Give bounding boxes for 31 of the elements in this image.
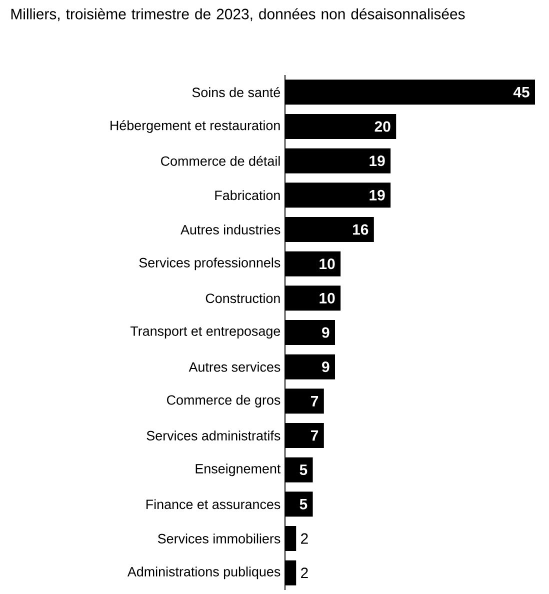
- y-tick-label: Hébergement et restauration: [110, 120, 280, 133]
- y-tick-label: Services administratifs: [146, 430, 280, 440]
- data-label: 20: [374, 121, 390, 132]
- y-tick-label: Construction: [206, 293, 280, 304]
- data-label: 9: [322, 362, 330, 372]
- data-label: 7: [311, 430, 318, 441]
- y-tick-label: Services immobiliers: [158, 534, 280, 544]
- data-label: 7: [311, 396, 318, 406]
- chart-title: Milliers, troisième trimestre de 2023, données non désaisonnalisées: [11, 8, 465, 22]
- data-label: 9: [322, 327, 330, 338]
- y-tick-label: Finance et assurances: [146, 499, 280, 510]
- y-tick-label: Transport et entreposage: [130, 326, 280, 339]
- y-tick-label: Soins de santé: [192, 87, 280, 98]
- data-label: 10: [320, 258, 335, 270]
- data-label: 16: [353, 224, 368, 235]
- data-label: 2: [301, 568, 308, 578]
- data-label: 19: [370, 190, 385, 200]
- data-label: 5: [300, 498, 308, 510]
- data-label: 5: [300, 464, 308, 476]
- y-tick-label: Enseignement: [196, 464, 281, 476]
- y-tick-label: Autres industries: [180, 224, 280, 234]
- y-tick-label: Commerce de détail: [161, 156, 280, 166]
- y-tick-label: Commerce de gros: [167, 394, 280, 408]
- y-tick-label: Administrations publiques: [127, 566, 280, 580]
- y-tick-label: Fabrication: [215, 190, 280, 200]
- data-label: 45: [513, 86, 530, 98]
- data-label: 10: [320, 292, 335, 304]
- data-label: 2: [301, 533, 308, 544]
- y-tick-label: Services professionnels: [139, 258, 280, 270]
- data-label: 19: [370, 156, 385, 166]
- y-tick-label: Autres services: [188, 362, 280, 372]
